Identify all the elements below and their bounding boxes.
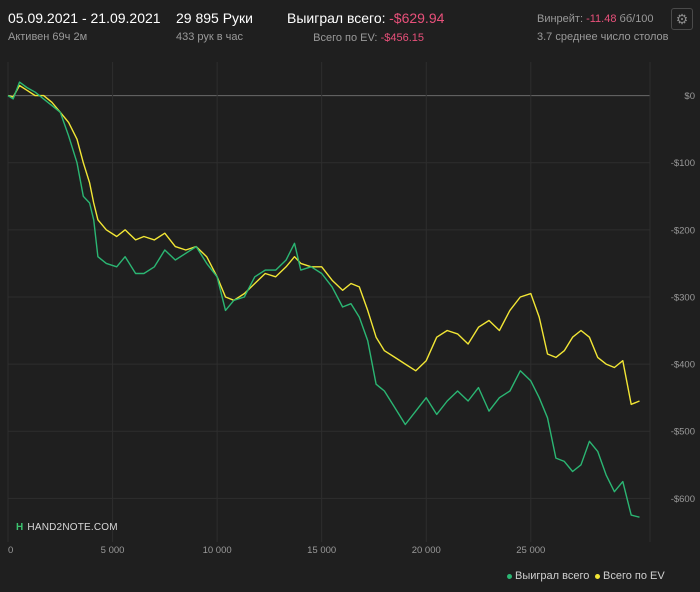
y-tick-label: -$200 [671, 225, 695, 236]
date-range[interactable]: 05.09.2021 - 21.09.2021 [8, 10, 161, 26]
y-tick-label: -$400 [671, 360, 695, 371]
y-tick-label: -$500 [671, 427, 695, 438]
legend-won-marker [507, 573, 512, 579]
hands-per-hour: 433 рук в час [176, 31, 244, 43]
won-value: -$629.94 [389, 10, 445, 26]
x-tick-label: 20 000 [412, 545, 441, 556]
x-tick-label: 10 000 [203, 545, 232, 556]
active-time: Активен 69ч 2м [8, 31, 88, 43]
series-line-ev [7, 84, 640, 406]
series-line-won [7, 81, 640, 518]
logo-text: HAND2NOTE.COM [27, 522, 118, 533]
won-label: Выиграл всего: [287, 10, 386, 26]
ev-value: -$456.15 [380, 32, 424, 44]
legend-ev: Всего по EV [595, 570, 665, 582]
legend-ev-label: Всего по EV [603, 570, 665, 582]
x-tick-label: 5 000 [101, 545, 125, 556]
hand2note-logo: H HAND2NOTE.COM [16, 522, 118, 533]
winrate-value: -11.48 [586, 13, 617, 25]
x-tick-label: 0 [8, 545, 13, 556]
winrate-unit: бб/100 [619, 13, 654, 25]
x-tick-label: 15 000 [307, 545, 336, 556]
y-tick-label: -$600 [671, 494, 695, 505]
hand2note-logo-icon: H [16, 522, 24, 533]
hands-count: 29 895 Руки [176, 10, 253, 26]
legend-ev-marker [595, 573, 600, 579]
legend-won: Выиграл всего [507, 570, 589, 582]
avg-tables: 3.7 среднее число столов [537, 31, 669, 43]
gear-icon[interactable]: ⚙ [671, 8, 693, 30]
y-tick-label: -$100 [671, 158, 695, 169]
ev-label: Всего по EV: [313, 32, 378, 44]
x-tick-label: 25 000 [516, 545, 545, 556]
winrate-label: Винрейт: [537, 13, 584, 25]
y-tick-label: $0 [684, 91, 695, 102]
legend-won-label: Выиграл всего [515, 570, 590, 582]
y-tick-label: -$300 [671, 292, 695, 303]
